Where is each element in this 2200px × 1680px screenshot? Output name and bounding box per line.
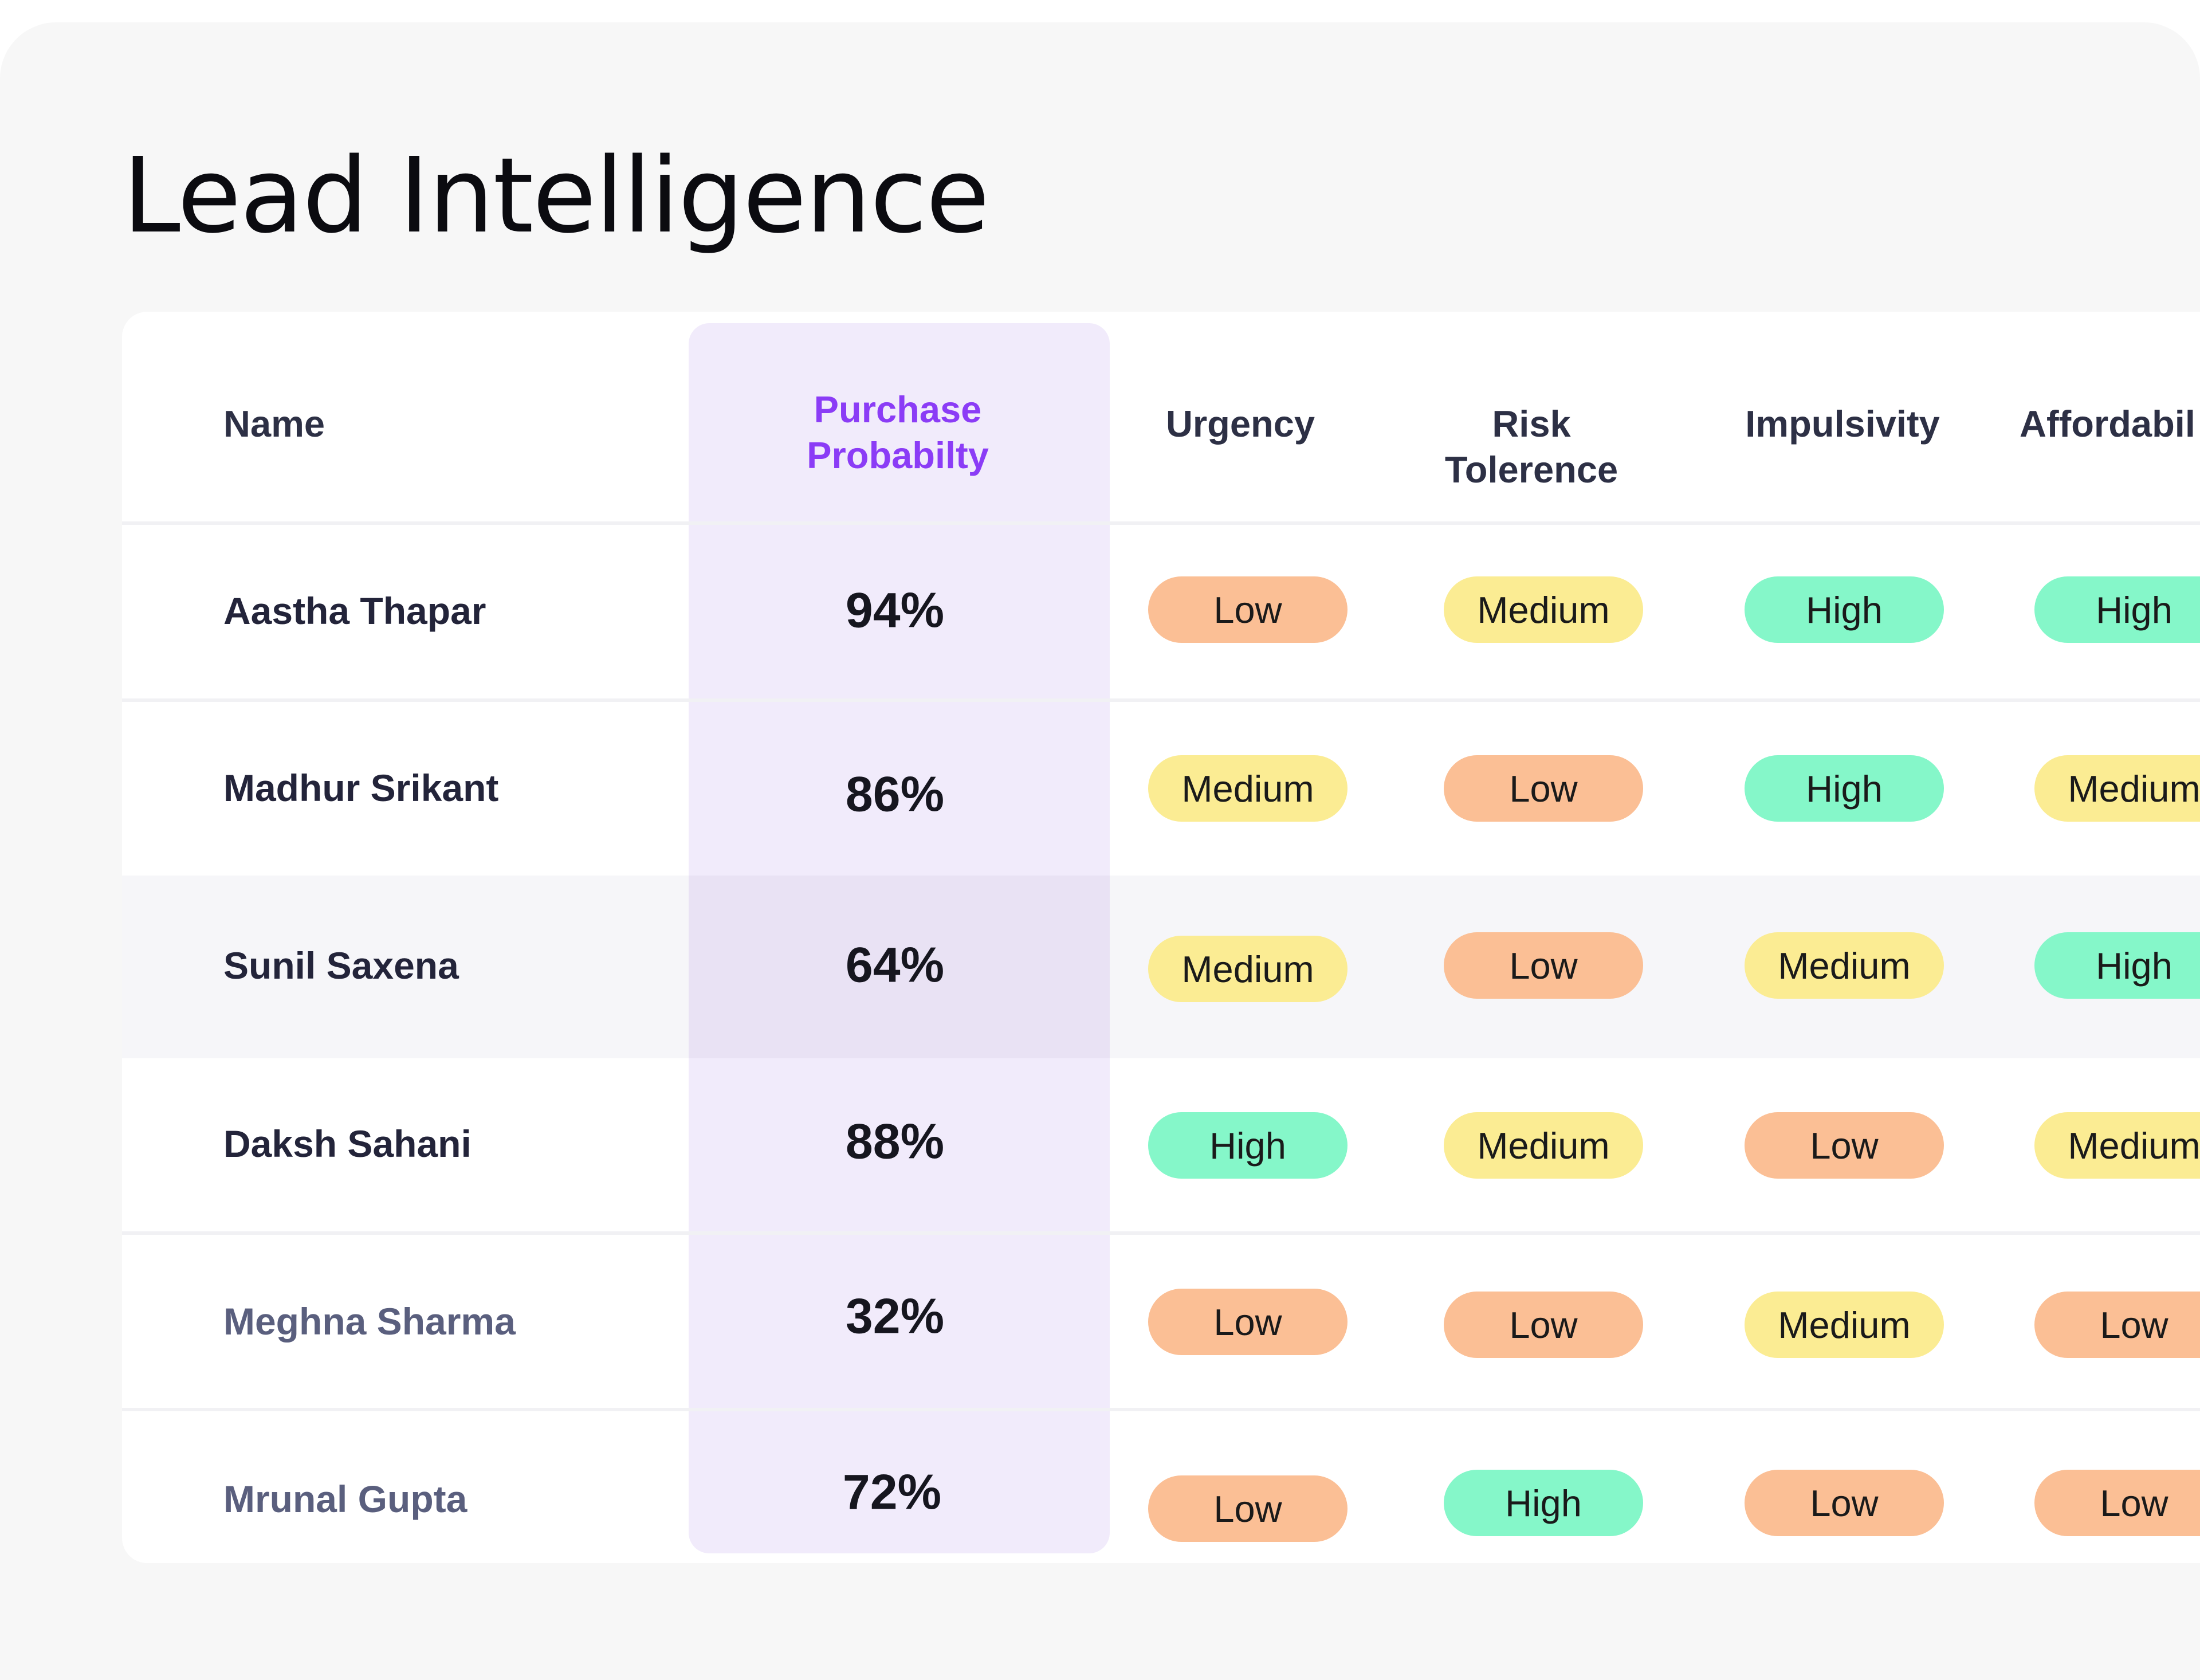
column-header-risk-tolerence[interactable]: Risk Tolerence xyxy=(1444,403,1618,490)
risk-tolerence-badge: Medium xyxy=(1444,576,1643,643)
lead-name: Daksh Sahani xyxy=(223,1122,472,1165)
urgency-badge: Medium xyxy=(1148,755,1348,822)
column-header-impulsivity[interactable]: Impulsivity xyxy=(1745,403,1940,445)
purchase-probability-value: 64% xyxy=(845,937,945,993)
urgency-badge: Medium xyxy=(1148,936,1348,1002)
affordability-badge: Medium xyxy=(2034,755,2200,822)
risk-tolerence-badge: High xyxy=(1444,1470,1643,1536)
lead-name: Sunil Saxena xyxy=(223,944,459,987)
column-header-affordability[interactable]: Affordabil xyxy=(2020,403,2195,445)
impulsivity-badge: Low xyxy=(1745,1470,1944,1536)
risk-tolerence-badge: Low xyxy=(1444,755,1643,822)
header-divider xyxy=(122,521,2200,525)
lead-name: Mrunal Gupta xyxy=(223,1478,467,1520)
lead-name: Aastha Thapar xyxy=(223,590,486,632)
row-divider xyxy=(122,1231,2200,1235)
urgency-badge: High xyxy=(1148,1112,1348,1179)
risk-tolerence-badge: Low xyxy=(1444,1292,1643,1358)
affordability-badge: High xyxy=(2034,932,2200,999)
lead-intelligence-card: Lead Intelligence Name Purchase Probabil… xyxy=(0,22,2200,1680)
purchase-probability-value: 86% xyxy=(845,767,945,822)
lead-name: Meghna Sharma xyxy=(223,1300,516,1343)
lead-table: Name Purchase Probabilty Urgency Risk To… xyxy=(122,312,2200,1563)
affordability-badge: Low xyxy=(2034,1470,2200,1536)
purchase-probability-value: 94% xyxy=(845,583,945,638)
impulsivity-badge: Low xyxy=(1745,1112,1944,1179)
impulsivity-badge: Medium xyxy=(1745,932,1944,999)
row-divider xyxy=(122,698,2200,702)
affordability-badge: High xyxy=(2034,576,2200,643)
row-highlight-probability xyxy=(689,876,1110,1058)
column-header-urgency[interactable]: Urgency xyxy=(1165,403,1315,445)
page-title: Lead Intelligence xyxy=(123,135,989,256)
purchase-probability-value: 32% xyxy=(845,1289,945,1344)
row-divider xyxy=(122,1408,2200,1411)
affordability-badge: Medium xyxy=(2034,1112,2200,1179)
risk-tolerence-badge: Medium xyxy=(1444,1112,1643,1179)
urgency-badge: Low xyxy=(1148,1475,1348,1542)
column-header-name[interactable]: Name xyxy=(223,403,325,445)
risk-tolerence-badge: Low xyxy=(1444,932,1643,999)
urgency-badge: Low xyxy=(1148,576,1348,643)
column-header-purchase-probability[interactable]: Purchase Probabilty xyxy=(807,388,989,476)
impulsivity-badge: High xyxy=(1745,755,1944,822)
purchase-probability-value: 88% xyxy=(845,1114,945,1169)
impulsivity-badge: High xyxy=(1745,576,1944,643)
urgency-badge: Low xyxy=(1148,1289,1348,1355)
affordability-badge: Low xyxy=(2034,1292,2200,1358)
impulsivity-badge: Medium xyxy=(1745,1292,1944,1358)
lead-name: Madhur Srikant xyxy=(223,767,499,809)
purchase-probability-value: 72% xyxy=(842,1465,942,1520)
